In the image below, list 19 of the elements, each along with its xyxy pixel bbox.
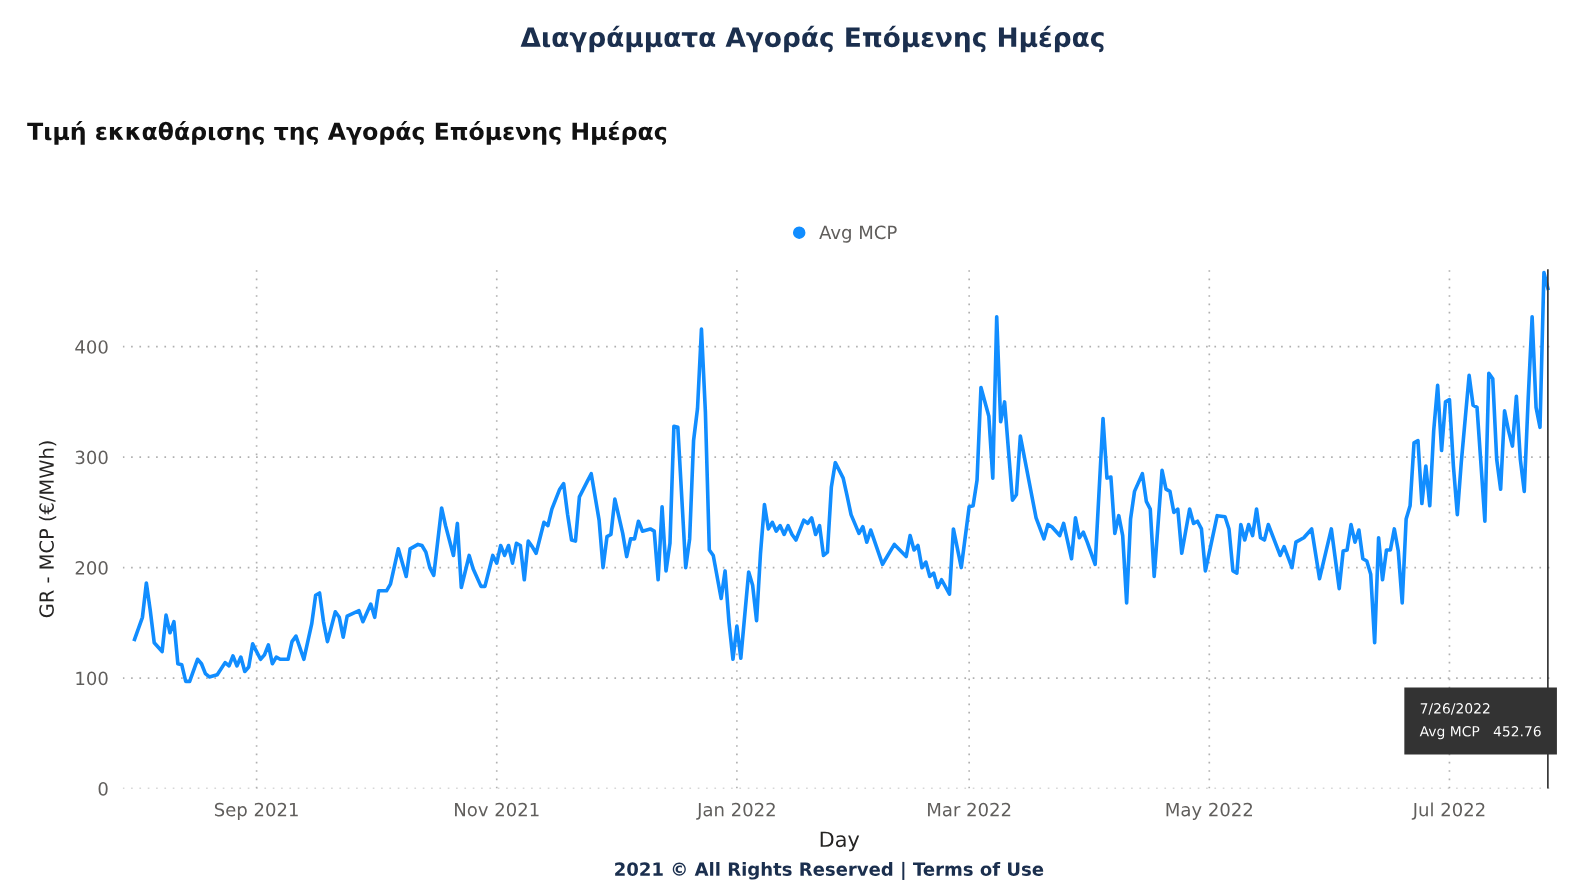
y-tick-label: 300 [75,450,108,465]
chart-subtitle: Τιμή εκκαθάρισης της Αγοράς Επόμενης Ημέρας [27,120,667,145]
x-tick-label: Nov 2021 [455,802,539,817]
legend-label: Avg MCP [819,225,897,243]
y-tick-label: 400 [75,340,108,354]
y-tick-label: 100 [76,671,108,686]
x-tick-label: Sep 2021 [214,802,298,820]
chart-title: Διαγράμματα Αγοράς Επόμενης Ημέρας [520,25,1104,53]
x-tick-label: May 2022 [1166,802,1252,820]
y-tick-label: 0 [98,782,108,796]
x-tick-label: Jul 2022 [1411,802,1485,820]
annotation: 7/26/2022 Avg MCP 452.76 [1419,703,1541,740]
y-axis-title: GR - MCP (€/MWh) [38,441,57,618]
x-tick-label: Jan 2022 [696,802,775,820]
text: 2021 © All Rights Reserved | Terms of Use [615,861,1044,880]
line-series [132,270,1550,684]
x-axis-title: Day [820,831,860,852]
x-tick-label: Mar 2022 [928,802,1011,817]
y-tick-label: 200 [75,561,108,575]
